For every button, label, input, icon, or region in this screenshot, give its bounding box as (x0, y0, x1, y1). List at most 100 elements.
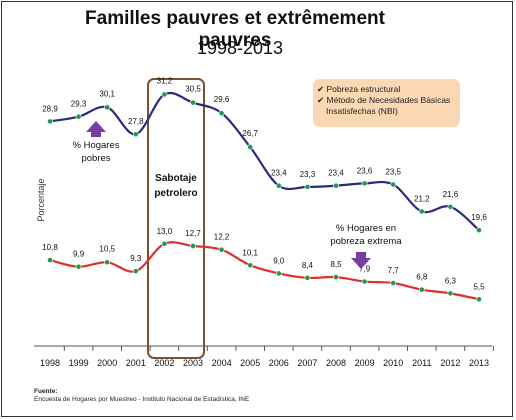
data-label: 23,3 (300, 170, 316, 179)
series-line-1 (49, 241, 480, 301)
x-tick-label: 1998 (40, 358, 60, 368)
x-tick-label: 2006 (269, 358, 289, 368)
data-label: 19,6 (471, 213, 487, 222)
sabotaje-label: Sabotaje (155, 173, 197, 184)
x-tick-label: 2013 (469, 358, 489, 368)
data-label: 21,2 (414, 194, 430, 203)
data-label: 26,7 (242, 129, 258, 138)
data-label: 9,0 (273, 256, 285, 265)
data-point (218, 246, 225, 253)
data-label: 29,6 (214, 95, 230, 104)
chart-subtitle: 1998-2013 (196, 38, 284, 58)
x-tick-label: 2005 (240, 358, 260, 368)
data-point (190, 243, 196, 249)
data-label: 30,1 (99, 89, 115, 98)
data-label: 30,5 (185, 85, 201, 94)
data-label: 9,3 (130, 254, 142, 263)
data-label: 10,1 (242, 248, 258, 257)
data-label: 7,9 (359, 265, 371, 274)
source-text: Encuesta de Hogares por Muestreo - Insti… (34, 396, 250, 403)
data-label: 31,2 (157, 76, 173, 85)
x-tick-label: 2008 (326, 358, 346, 368)
data-label: 8,4 (302, 261, 314, 270)
y-axis-label: Porcentaje (36, 178, 46, 221)
down-arrow-icon (351, 252, 371, 269)
data-label: 12,7 (185, 229, 201, 238)
data-label: 27,8 (128, 117, 144, 126)
data-point (304, 274, 311, 281)
data-point (275, 182, 282, 189)
check-icon: ✔ (317, 95, 325, 105)
data-point (390, 280, 397, 286)
chart-title: Familles pauvres et extrêmement pauvres (85, 8, 385, 51)
data-point (476, 227, 482, 234)
sabotaje-label: petrolero (154, 188, 197, 199)
data-label: 9,9 (73, 250, 85, 259)
data-point (275, 270, 282, 277)
data-point (333, 274, 339, 280)
data-point (47, 257, 53, 263)
x-tick-label: 2009 (355, 358, 375, 368)
data-label: 12,2 (214, 233, 230, 242)
data-point (390, 181, 397, 188)
annotation-pobres: pobres (81, 153, 110, 164)
data-label: 28,9 (42, 104, 58, 113)
legend-label: Método de Necesidades Básicas (326, 95, 451, 105)
data-label: 29,3 (71, 100, 87, 109)
data-label: 13,0 (157, 227, 173, 236)
data-point (304, 183, 311, 190)
x-tick-label: 2002 (154, 358, 174, 368)
data-point (161, 91, 168, 98)
data-point (418, 208, 425, 215)
data-point (447, 203, 454, 210)
legend-item: ✔ Pobreza estructural (317, 84, 456, 95)
data-point (418, 286, 425, 293)
source-label: Fuente: (34, 388, 58, 395)
x-tick-label: 2003 (183, 358, 203, 368)
data-label: 10,5 (99, 244, 115, 253)
data-label: 21,6 (443, 190, 459, 199)
data-point (247, 262, 254, 269)
x-tick-label: 2010 (383, 358, 403, 368)
data-label: 23,6 (357, 166, 373, 175)
data-point (75, 263, 82, 270)
x-tick-label: 2012 (440, 358, 460, 368)
x-tick-label: 2004 (212, 358, 232, 368)
data-label: 23,4 (271, 169, 287, 178)
data-label: 8,5 (330, 260, 342, 269)
annotation-extrema: % Hogares en (336, 223, 396, 234)
data-point (247, 144, 254, 151)
data-point (218, 110, 225, 117)
x-tick-label: 2000 (97, 358, 117, 368)
data-label: 10,8 (42, 243, 58, 252)
data-label: 23,5 (385, 168, 401, 177)
data-point (104, 104, 111, 111)
legend-label: Pobreza estructural (326, 84, 401, 94)
x-tick-label: 2011 (412, 358, 431, 368)
data-point (75, 113, 82, 120)
data-point (361, 180, 368, 187)
legend-item: Insatisfechas (NBI) (317, 106, 456, 117)
sabotaje-box (147, 78, 205, 359)
up-arrow-icon (86, 121, 106, 137)
data-label: 23,4 (328, 169, 344, 178)
check-icon: ✔ (317, 84, 325, 94)
data-label: 5,5 (473, 282, 485, 291)
annotation-extrema: pobreza extrema (330, 236, 402, 247)
legend-label: Insatisfechas (NBI) (326, 106, 398, 116)
data-point (333, 182, 339, 189)
x-tick-label: 1999 (69, 358, 89, 368)
data-point (161, 240, 168, 247)
x-tick-label: 2001 (126, 358, 146, 368)
data-label: 6,3 (445, 276, 457, 285)
annotation-pobres: % Hogares (73, 140, 120, 151)
data-point (447, 290, 454, 297)
legend-item: ✔ Método de Necesidades Básicas (317, 95, 456, 106)
data-point (190, 99, 196, 106)
x-tick-label: 2007 (297, 358, 317, 368)
data-label: 6,8 (416, 273, 428, 282)
data-point (104, 259, 111, 266)
data-point (132, 131, 139, 138)
